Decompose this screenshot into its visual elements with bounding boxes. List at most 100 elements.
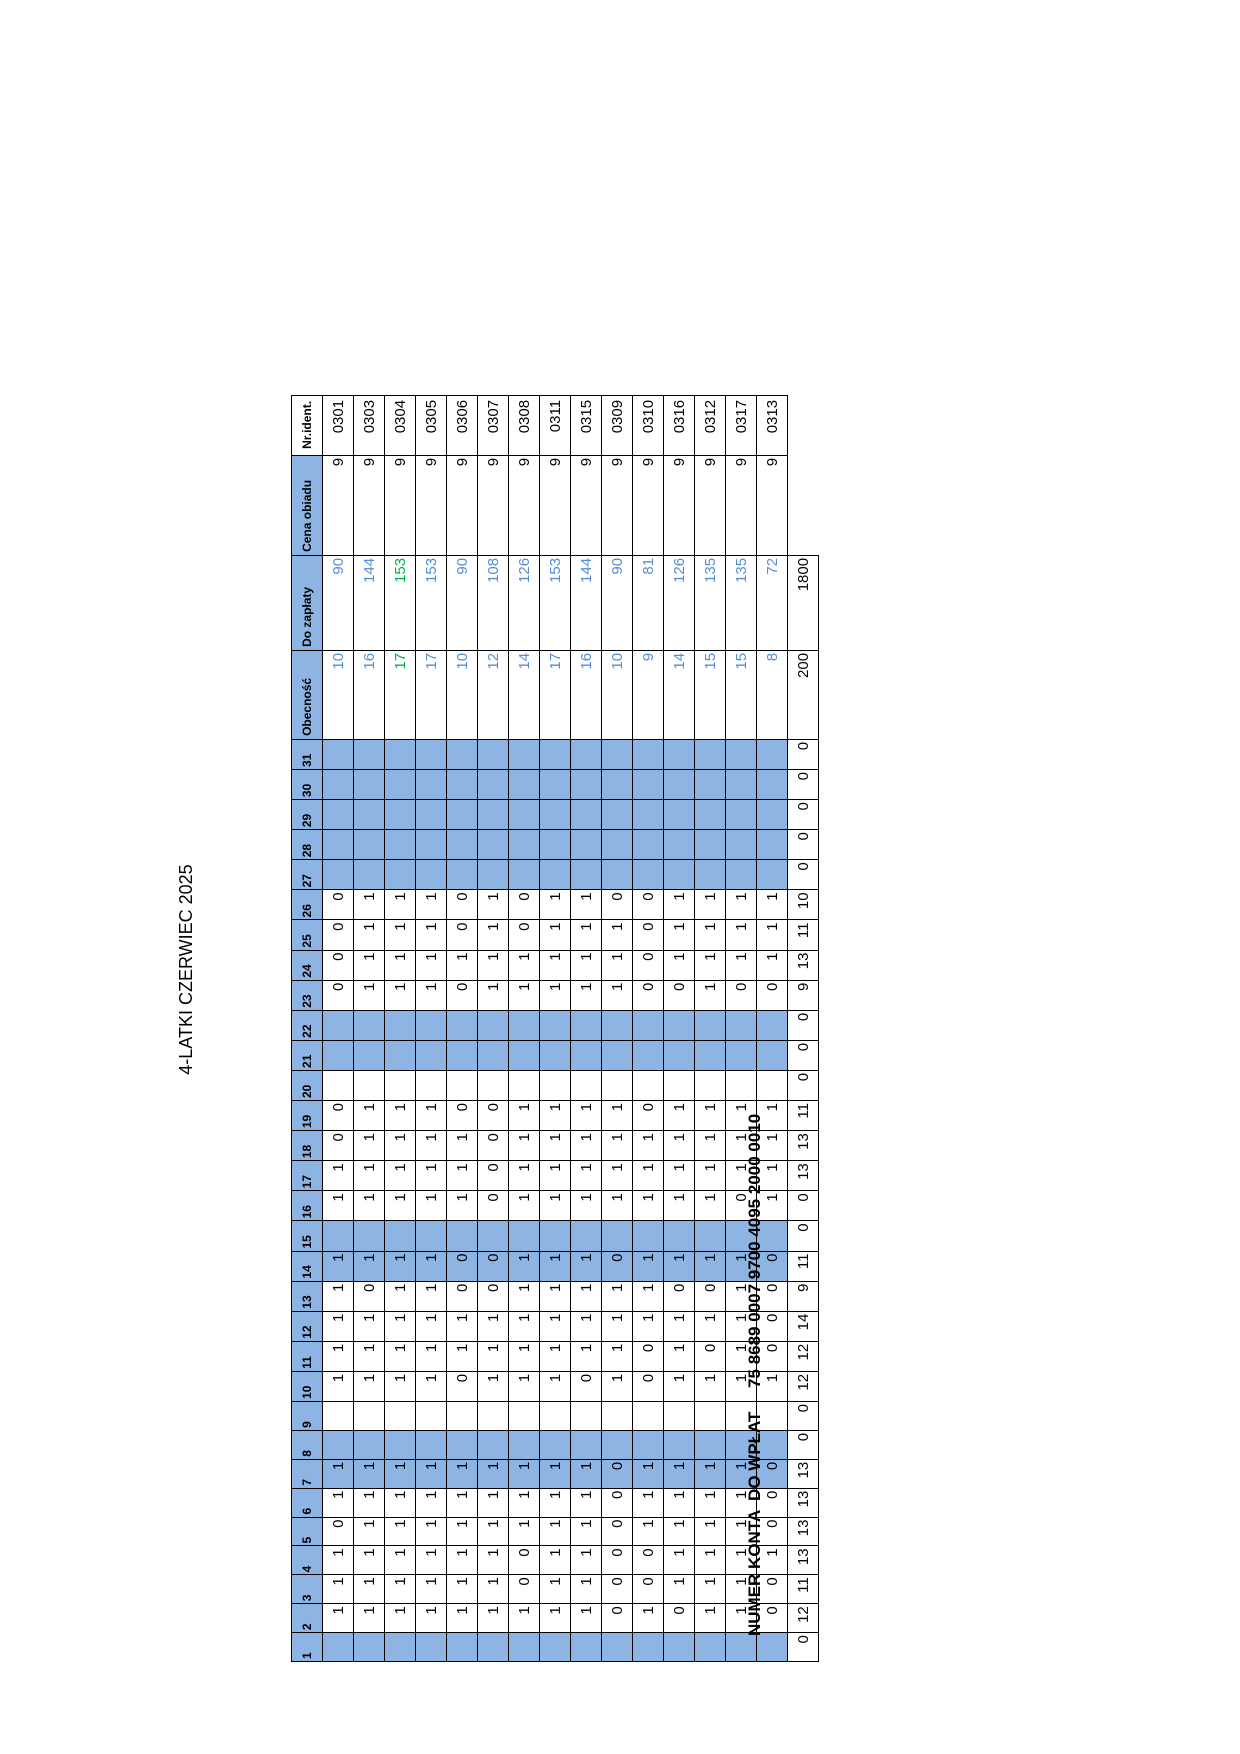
day-cell [756, 1632, 788, 1662]
day-cell [322, 1401, 354, 1431]
header-to-pay: Do zapłaty [291, 555, 323, 651]
day-total-cell: 13 [787, 1545, 819, 1575]
id-cell: 0301 [322, 395, 354, 456]
day-cell [353, 769, 385, 800]
day-cell [694, 769, 726, 800]
day-cell: 1 [601, 1130, 633, 1161]
day-cell: 1 [663, 1251, 695, 1282]
day-cell [477, 1220, 509, 1252]
day-cell [384, 1632, 416, 1662]
day-total-cell: 12 [787, 1371, 819, 1402]
day-cell: 1 [446, 1488, 478, 1518]
day-cell: 1 [632, 1311, 664, 1342]
day-cell [663, 1632, 695, 1662]
day-cell [384, 769, 416, 800]
day-cell: 0 [477, 1190, 509, 1221]
day-cell [601, 1220, 633, 1252]
day-cell: 1 [415, 1130, 447, 1161]
day-cell: 0 [570, 1371, 602, 1402]
day-cell [353, 1010, 385, 1041]
day-cell: 1 [694, 1100, 726, 1131]
day-cell [446, 1070, 478, 1101]
day-cell: 1 [694, 980, 726, 1011]
day-cell: 0 [508, 1574, 540, 1604]
day-cell: 0 [446, 1251, 478, 1282]
attendance-cell: 17 [384, 650, 416, 740]
attendance-cell: 16 [353, 650, 385, 740]
day-cell: 1 [694, 950, 726, 981]
day-cell: 1 [384, 1311, 416, 1342]
day-cell [322, 859, 354, 890]
day-cell: 1 [322, 1341, 354, 1372]
day-cell: 0 [477, 1251, 509, 1282]
day-cell: 1 [508, 1488, 540, 1518]
day-cell: 1 [508, 1341, 540, 1372]
account-label: NUMER KONTA DO WPŁAT [745, 1411, 764, 1636]
day-cell: 1 [570, 1545, 602, 1575]
day-cell [322, 799, 354, 830]
day-cell: 0 [632, 1574, 664, 1604]
day-cell: 1 [384, 889, 416, 920]
day-total-cell: 0 [787, 1632, 819, 1662]
to-pay-cell: 90 [446, 555, 478, 651]
account-value: 75 8689 0007 9700 4095 2000 0010 [745, 1113, 764, 1388]
day-cell: 1 [384, 1459, 416, 1489]
day-cell: 1 [477, 1574, 509, 1604]
day-cell [570, 1220, 602, 1252]
day-cell: 1 [570, 1100, 602, 1131]
day-total-cell: 0 [787, 859, 819, 890]
day-cell: 1 [353, 1100, 385, 1131]
day-cell: 0 [663, 980, 695, 1011]
day-cell [601, 739, 633, 770]
day-cell: 1 [384, 1574, 416, 1604]
day-total-cell: 0 [787, 1190, 819, 1221]
day-cell [601, 1430, 633, 1460]
day-cell: 1 [477, 1517, 509, 1546]
day-cell: 1 [322, 1371, 354, 1402]
day-cell [539, 1430, 571, 1460]
day-cell: 1 [415, 1251, 447, 1282]
day-cell: 1 [694, 1488, 726, 1518]
day-cell: 1 [446, 1574, 478, 1604]
day-cell [353, 739, 385, 770]
day-cell: 1 [384, 1190, 416, 1221]
day-cell: 1 [601, 1160, 633, 1191]
day-cell: 1 [477, 1311, 509, 1342]
day-cell: 1 [415, 1160, 447, 1191]
day-cell: 1 [601, 1311, 633, 1342]
header-day-29: 29 [291, 799, 323, 830]
day-cell [477, 1070, 509, 1101]
day-total-cell: 12 [787, 1603, 819, 1633]
day-cell: 1 [415, 1371, 447, 1402]
day-cell: 0 [322, 980, 354, 1011]
day-cell: 1 [663, 1341, 695, 1372]
day-cell: 1 [384, 1251, 416, 1282]
day-cell: 1 [663, 1130, 695, 1161]
header-day-19: 19 [291, 1100, 323, 1131]
id-cell: 0306 [446, 395, 478, 456]
empty-cell [788, 395, 819, 455]
day-cell [663, 1401, 695, 1431]
day-cell [446, 1430, 478, 1460]
day-cell [353, 829, 385, 860]
day-cell [415, 1401, 447, 1431]
day-cell: 1 [694, 1160, 726, 1191]
day-cell: 0 [601, 1488, 633, 1518]
attendance-table: 1 2 3 4 5 6 7 8 9 10 11 12 13 14 15 16 17 18 19 20 21 22 23 24 2… [291, 395, 819, 1662]
day-cell [415, 859, 447, 890]
day-cell [508, 829, 540, 860]
day-cell: 1 [384, 950, 416, 981]
day-cell [539, 1632, 571, 1662]
day-cell: 0 [601, 889, 633, 920]
day-cell: 1 [446, 1160, 478, 1191]
attendance-cell: 17 [415, 650, 447, 740]
day-cell [384, 1070, 416, 1101]
day-cell [446, 1220, 478, 1252]
day-cell [508, 1220, 540, 1252]
day-cell [570, 769, 602, 800]
day-cell: 1 [477, 1371, 509, 1402]
day-cell [663, 799, 695, 830]
day-cell [539, 1010, 571, 1041]
table-row: 1 0 0 1 1 1 0 0 1 1 1 1 1 1 0 0 0 0 0 9 81 9 0310 [632, 395, 664, 1662]
attendance-cell: 9 [632, 650, 664, 740]
